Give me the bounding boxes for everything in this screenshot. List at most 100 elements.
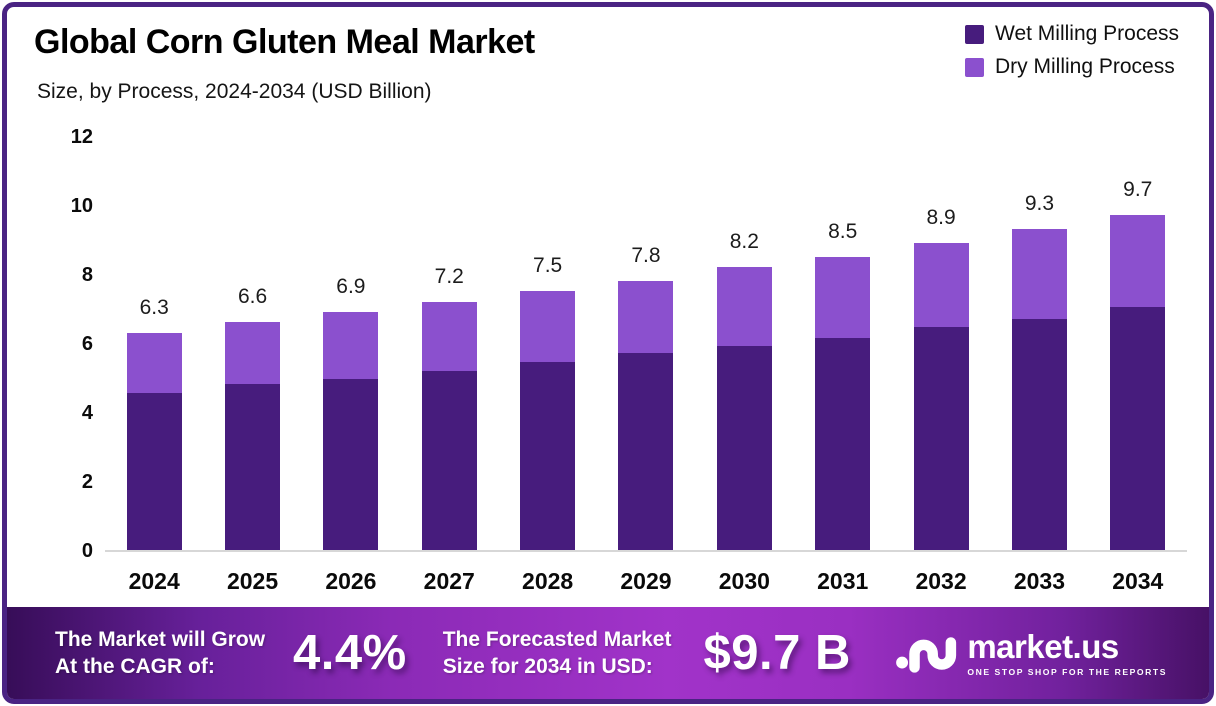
brand-name: market.us xyxy=(967,627,1119,665)
bar-group-2024: 6.3 xyxy=(105,138,203,550)
bar-2026-dry-segment xyxy=(323,311,379,380)
bar-2029-wet-segment xyxy=(618,353,674,550)
brand-tagline: ONE STOP SHOP FOR THE REPORTS xyxy=(967,666,1167,677)
y-tick-0: 0 xyxy=(81,540,93,563)
bar-2028-dry-segment xyxy=(520,291,576,362)
y-tick-2: 2 xyxy=(81,471,93,494)
bar-group-2033: 9.3 xyxy=(990,138,1088,550)
bar-2026-wet-segment xyxy=(323,379,379,550)
bar-value-label-2025: 6.6 xyxy=(237,285,268,309)
marketus-logo: market.us ONE STOP SHOP FOR THE REPORTS xyxy=(895,630,1167,677)
page-title: Global Corn Gluten Meal Market xyxy=(34,23,535,61)
bar-2025 xyxy=(225,322,281,550)
bar-value-label-2030: 8.2 xyxy=(729,230,759,254)
bar-2028-wet-segment xyxy=(520,361,576,550)
y-tick-12: 12 xyxy=(70,126,93,149)
bar-group-2031: 8.5 xyxy=(794,138,892,550)
bar-value-label-2032: 8.9 xyxy=(926,205,956,229)
bar-2033-dry-segment xyxy=(1011,229,1067,319)
bar-group-2025: 6.6 xyxy=(203,138,301,550)
bar-value-label-2026: 6.9 xyxy=(336,274,366,298)
forecast-caption-line2: Size for 2034 in USD: xyxy=(442,655,653,678)
bar-value-label-2031: 8.5 xyxy=(828,219,858,243)
x-tick-2031: 2031 xyxy=(817,568,869,594)
legend-label-wet: Wet Milling Process xyxy=(995,22,1179,45)
dry-milling-swatch-icon xyxy=(965,57,984,77)
bar-2034-wet-segment xyxy=(1110,306,1166,550)
bar-2025-dry-segment xyxy=(225,322,281,385)
x-tick-2030: 2030 xyxy=(718,568,770,594)
bar-2031-wet-segment xyxy=(815,337,871,550)
x-axis-labels: 2024 2025 2026 2027 2028 2029 2030 2031 2032 2033… xyxy=(105,568,1187,595)
bar-2032-wet-segment xyxy=(913,327,969,550)
bar-2032 xyxy=(913,242,969,550)
x-tick-2033: 2033 xyxy=(1013,568,1065,594)
bar-2025-wet-segment xyxy=(225,384,281,550)
bar-group-2028: 7.5 xyxy=(498,138,596,550)
y-tick-8: 8 xyxy=(81,264,93,287)
bar-2033 xyxy=(1011,229,1067,550)
forecast-caption: The Forecasted Market Size for 2034 in U… xyxy=(443,626,672,681)
bar-2032-dry-segment xyxy=(913,242,969,328)
bar-2026 xyxy=(323,311,379,550)
cagr-caption-line2: At the CAGR of: xyxy=(55,655,215,678)
bar-group-2032: 8.9 xyxy=(892,138,990,550)
wet-milling-swatch-icon xyxy=(965,24,984,44)
legend-item-dry: Dry Milling Process xyxy=(965,55,1179,79)
bar-2034 xyxy=(1110,215,1166,550)
summary-banner: The Market will Grow At the CAGR of: 4.4… xyxy=(7,607,1209,699)
cagr-caption-line1: The Market will Grow xyxy=(55,627,266,651)
marketus-logo-text: market.us ONE STOP SHOP FOR THE REPORTS xyxy=(967,630,1167,677)
marketus-logo-icon xyxy=(896,637,957,673)
bar-2031 xyxy=(815,256,871,550)
bar-group-2029: 7.8 xyxy=(597,138,695,550)
bar-2029-dry-segment xyxy=(618,280,674,354)
bar-group-2026: 6.9 xyxy=(302,138,400,550)
y-tick-10: 10 xyxy=(70,195,93,218)
bar-2030 xyxy=(716,267,772,550)
cagr-caption: The Market will Grow At the CAGR of: xyxy=(55,626,265,681)
x-tick-2029: 2029 xyxy=(620,568,672,594)
legend-item-wet: Wet Milling Process xyxy=(965,22,1179,46)
bar-2029 xyxy=(618,280,674,550)
bar-group-2027: 7.2 xyxy=(400,138,498,550)
bar-2028 xyxy=(520,291,576,550)
forecast-value: $9.7 B xyxy=(703,626,851,680)
bar-2027-dry-segment xyxy=(421,301,477,371)
legend: Wet Milling Process Dry Milling Process xyxy=(965,22,1179,79)
page-subtitle: Size, by Process, 2024-2034 (USD Billion… xyxy=(37,80,432,103)
y-axis-labels: 12 10 8 6 4 2 0 xyxy=(41,126,93,562)
bar-2027 xyxy=(421,301,477,550)
x-tick-2032: 2032 xyxy=(915,568,967,594)
bar-value-label-2034: 9.7 xyxy=(1123,178,1153,202)
bar-2034-dry-segment xyxy=(1110,215,1166,307)
bar-value-label-2027: 7.2 xyxy=(434,264,464,288)
bar-value-label-2029: 7.8 xyxy=(631,243,661,267)
bar-2030-wet-segment xyxy=(716,346,772,550)
bar-2033-wet-segment xyxy=(1011,318,1067,550)
x-tick-2034: 2034 xyxy=(1112,568,1164,594)
bar-2024-wet-segment xyxy=(126,393,182,550)
x-tick-2024: 2024 xyxy=(128,568,180,594)
bar-group-2034: 9.7 xyxy=(1089,138,1187,550)
x-tick-2025: 2025 xyxy=(226,568,279,594)
x-tick-2027: 2027 xyxy=(423,568,475,594)
y-tick-6: 6 xyxy=(81,333,93,356)
bar-2024 xyxy=(126,332,182,550)
cagr-value: 4.4% xyxy=(293,626,407,680)
bar-value-label-2028: 7.5 xyxy=(533,254,563,278)
plot-area: 6.3 6.6 6.9 7.2 7.5 7.8 8.2 8.5 8.9 9.3 9.7 xyxy=(105,138,1187,552)
forecast-caption-line1: The Forecasted Market xyxy=(442,627,672,651)
bar-group-2030: 8.2 xyxy=(695,138,793,550)
bar-chart: 12 10 8 6 4 2 0 6.3 6.6 6.9 7.2 7.5 7.8 8.2 8.5 8.9 9.3… xyxy=(41,125,1187,603)
x-tick-2028: 2028 xyxy=(522,568,574,594)
x-tick-2026: 2026 xyxy=(325,568,377,594)
bar-2027-wet-segment xyxy=(421,370,477,550)
bar-value-label-2024: 6.3 xyxy=(139,295,169,319)
y-tick-4: 4 xyxy=(81,402,93,425)
legend-label-dry: Dry Milling Process xyxy=(995,55,1175,78)
bar-value-label-2033: 9.3 xyxy=(1024,192,1055,216)
bar-2024-dry-segment xyxy=(126,332,182,394)
bar-2031-dry-segment xyxy=(815,256,871,338)
